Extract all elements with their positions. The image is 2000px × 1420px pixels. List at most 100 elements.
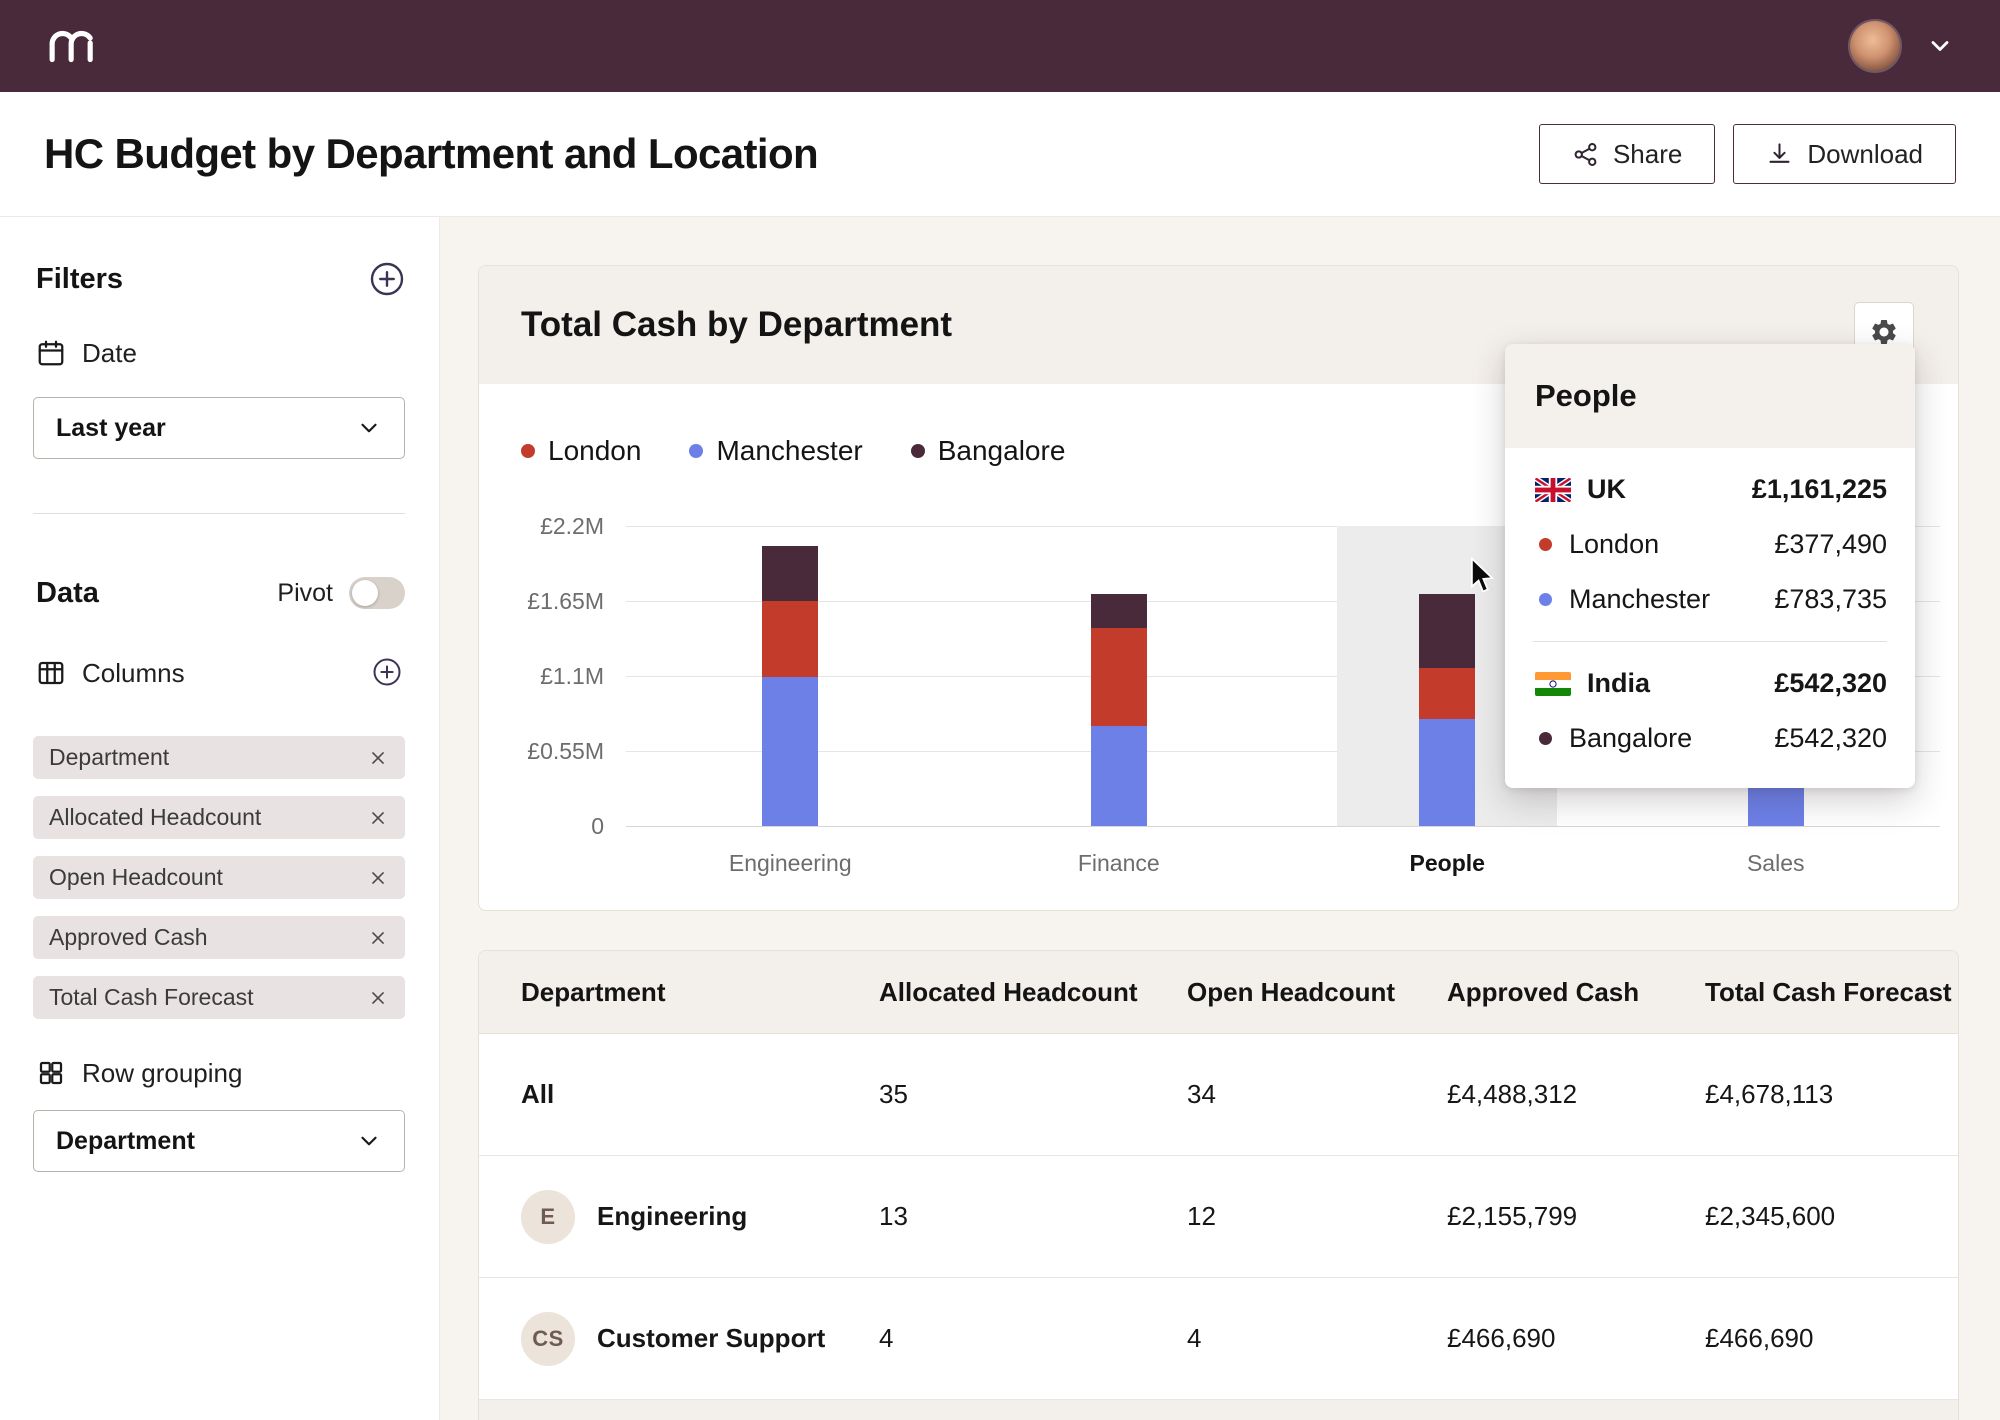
column-chip-total-cash-forecast[interactable]: Total Cash Forecast (33, 976, 405, 1019)
pivot-label: Pivot (277, 578, 333, 607)
bar-segment-engineering-manchester[interactable] (762, 677, 819, 826)
chip-label: Allocated Headcount (49, 804, 262, 830)
user-avatar[interactable] (1850, 21, 1900, 71)
bar-segment-engineering-bangalore[interactable] (762, 546, 819, 601)
tooltip-series-dot-icon (1539, 593, 1552, 606)
columns-label: Columns (82, 657, 185, 688)
bar-segment-engineering-london[interactable] (762, 601, 819, 678)
legend-item-bangalore[interactable]: Bangalore (910, 435, 1066, 467)
plus-circle-icon (370, 262, 404, 296)
chart-gridline (626, 676, 1940, 677)
bar-segment-finance-bangalore[interactable] (1090, 594, 1147, 629)
chevron-down-icon (361, 1136, 377, 1146)
table-cell: 4 (1187, 1323, 1202, 1353)
rippling-logo[interactable] (46, 26, 100, 66)
tooltip-country-row-uk: UK £1,161,225 (1505, 462, 1915, 517)
x-axis-label-people: People (1409, 850, 1485, 876)
add-filter-button[interactable] (369, 261, 405, 297)
table-cell: 12 (1187, 1201, 1216, 1231)
x-axis-label-finance: Finance (1077, 850, 1160, 876)
y-axis-tick-label: £1.65M (527, 588, 604, 614)
column-chip-list: Department Allocated Headcount Open Headco… (33, 736, 405, 1019)
department-name: Customer Support (597, 1323, 826, 1353)
share-button-label: Share (1612, 138, 1683, 169)
mouse-cursor-icon (1471, 557, 1495, 593)
bar-segment-people-manchester[interactable] (1419, 719, 1476, 826)
pivot-toggle[interactable] (349, 577, 405, 609)
y-axis-tick-label: £1.1M (540, 663, 604, 689)
row-grouping-label: Row grouping (82, 1057, 243, 1088)
chart-legend: London Manchester Bangalore (521, 429, 1065, 473)
remove-chip-icon[interactable] (367, 987, 389, 1009)
tooltip-series-dot-icon (1539, 732, 1552, 745)
chart-tooltip: People UK £1,161,225 London £377,490 Manches… (1505, 344, 1915, 788)
table-row-customer-support[interactable]: CS Customer Support 4 4 £466,690 £466,690 (479, 1278, 1958, 1400)
add-column-button[interactable] (369, 655, 405, 691)
row-grouping-value: Department (56, 1126, 195, 1155)
legend-item-manchester[interactable]: Manchester (689, 435, 863, 467)
filters-title: Filters (36, 262, 124, 295)
table-row-engineering[interactable]: E Engineering 13 12 £2,155,799 £2,345,600 (479, 1156, 1958, 1278)
legend-item-london[interactable]: London (521, 435, 641, 467)
chart-gridline (626, 601, 1940, 602)
account-chevron-down-icon[interactable] (1926, 32, 1954, 60)
table-header-row: Department Allocated Headcount Open Headco… (479, 951, 1958, 1034)
bar-segment-people-london[interactable] (1419, 667, 1476, 720)
table-header-department[interactable]: Department (521, 977, 666, 1007)
department-avatar: E (521, 1189, 575, 1244)
legend-label: Bangalore (937, 435, 1066, 466)
remove-chip-icon[interactable] (367, 927, 389, 949)
row-grouping-select[interactable]: Department (33, 1110, 405, 1172)
chip-label: Total Cash Forecast (49, 984, 254, 1010)
chart-gridline (626, 826, 1940, 827)
table-cell: £4,678,113 (1705, 1079, 1834, 1109)
remove-chip-icon[interactable] (367, 867, 389, 889)
x-axis-label-engineering: Engineering (728, 850, 852, 876)
remove-chip-icon[interactable] (367, 807, 389, 829)
bar-segment-finance-manchester[interactable] (1090, 726, 1147, 826)
column-chip-open-headcount[interactable]: Open Headcount (33, 856, 405, 899)
table-cell: 4 (879, 1323, 894, 1353)
tooltip-title: People (1505, 344, 1915, 448)
y-axis-tick-label: 0 (591, 813, 604, 839)
date-range-select[interactable]: Last year (33, 397, 405, 459)
table-header-total-cash-forecast[interactable]: Total Cash Forecast (1705, 977, 1952, 1007)
legend-dot-icon (689, 444, 704, 458)
page-title: HC Budget by Department and Location (44, 130, 819, 177)
share-button[interactable]: Share (1538, 124, 1716, 184)
columns-icon (38, 661, 64, 685)
table-header-allocated-headcount[interactable]: Allocated Headcount (879, 977, 1138, 1007)
column-chip-department[interactable]: Department (33, 736, 405, 779)
table-cell: 13 (879, 1201, 908, 1231)
tooltip-series-dot-icon (1539, 538, 1552, 551)
table-body: All 35 34 £4,488,312 £4,678,113 E Engineering 1… (479, 1034, 1958, 1420)
chart-title: Total Cash by Department (521, 305, 953, 344)
department-name: All (521, 1079, 555, 1109)
table-cell: £2,345,600 (1705, 1201, 1836, 1231)
remove-chip-icon[interactable] (367, 747, 389, 769)
download-button[interactable]: Download (1733, 124, 1956, 184)
bar-segment-finance-london[interactable] (1090, 628, 1147, 727)
tooltip-country-label: India (1587, 668, 1651, 698)
legend-dot-icon (910, 444, 925, 458)
table-row-all[interactable]: All 35 34 £4,488,312 £4,678,113 (479, 1034, 1958, 1156)
tooltip-city-label: Bangalore (1569, 723, 1693, 753)
legend-dot-icon (521, 444, 535, 458)
tooltip-country-label: UK (1587, 474, 1626, 504)
department-name: Engineering (597, 1201, 748, 1231)
department-cell: E Engineering (521, 1156, 747, 1277)
bar-segment-people-bangalore[interactable] (1419, 593, 1476, 668)
column-chip-allocated-headcount[interactable]: Allocated Headcount (33, 796, 405, 839)
chip-label: Open Headcount (49, 864, 223, 890)
tooltip-city-row-manchester: Manchester £783,735 (1505, 572, 1915, 627)
tooltip-divider (1533, 641, 1887, 642)
account-menu[interactable] (1850, 21, 1954, 71)
department-avatar: CS (521, 1311, 575, 1366)
tooltip-country-total: £542,320 (1774, 668, 1887, 698)
tooltip-city-label: Manchester (1569, 584, 1711, 614)
table-header-approved-cash[interactable]: Approved Cash (1447, 977, 1640, 1007)
chip-label: Department (49, 744, 170, 770)
table-header-open-headcount[interactable]: Open Headcount (1187, 977, 1396, 1007)
data-table-card: Department Allocated Headcount Open Headco… (478, 950, 1959, 1420)
column-chip-approved-cash[interactable]: Approved Cash (33, 916, 405, 959)
